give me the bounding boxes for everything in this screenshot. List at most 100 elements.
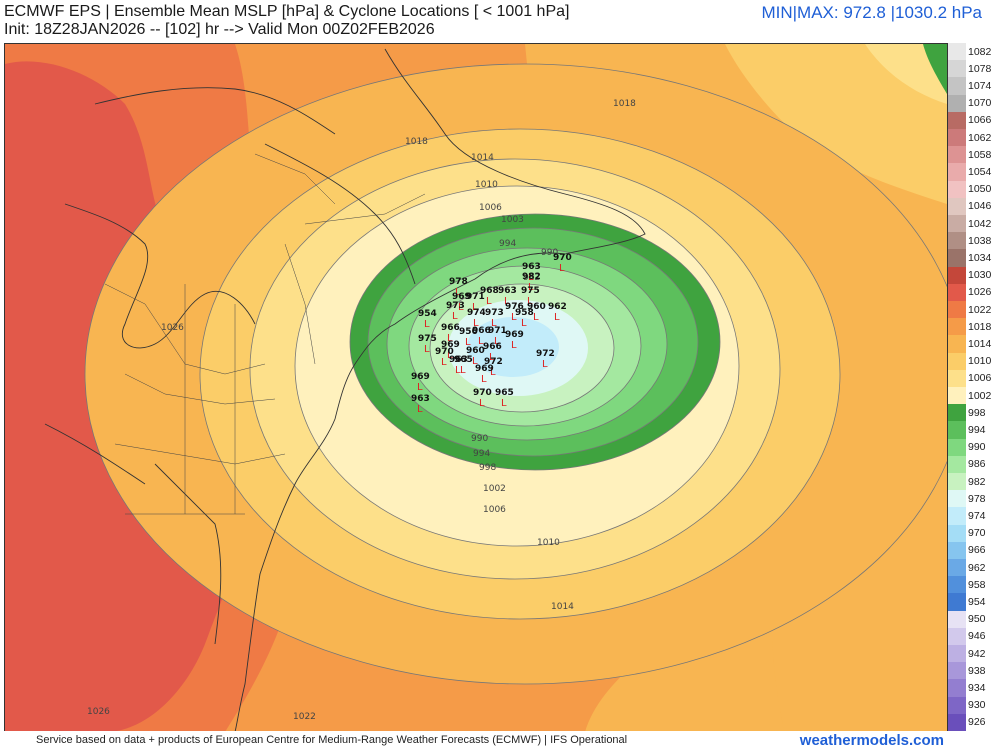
colorbar-label: 950 [968,613,986,626]
colorbar-swatch [948,146,966,164]
colorbar-label: 1018 [968,320,992,333]
low-center-marker: L [473,318,479,329]
colorbar-swatch [948,266,966,285]
brand-link[interactable]: weathermodels.com [799,732,944,749]
cyclone-pressure-label: 969 [452,292,471,302]
isobar-lines [84,63,947,685]
colorbar-swatch [948,593,966,612]
colorbar-swatch [948,713,966,732]
isobar-label: 1014 [551,602,574,612]
coastlines [44,48,646,732]
data-credit: Service based on data + products of Euro… [36,734,628,746]
colorbar-swatch [948,404,966,422]
cyclone-pressure-label: 976 [505,302,524,312]
colorbar-label: 982 [968,475,986,488]
pressure-colorbar: 1082 1078 1074 1070 1066 1062 1058 1054 1050 1046… [946,43,1000,732]
cyclone-pressure-label: 973 [485,308,504,318]
cyclone-pressure-label: 969 [411,372,430,382]
map-title: ECMWF EPS | Ensemble Mean MSLP [hPa] & C… [4,3,570,20]
cyclone-pressure-label: 978 [449,277,468,287]
colorbar-label: 986 [968,458,986,471]
colorbar-swatch [948,507,966,526]
colorbar-label: 978 [968,492,986,505]
colorbar-label: 1074 [968,80,992,92]
low-center-marker: L [460,365,466,376]
borders [104,153,426,515]
colorbar-swatch [948,180,966,199]
isobar-label: 994 [499,239,516,249]
low-center-marker: L [554,312,560,323]
colorbar-swatch [948,559,966,577]
cyclone-pressure-label: 982 [522,272,541,282]
low-center-marker: L [424,319,430,330]
cyclone-pressure-label: 966 [441,323,460,333]
low-center-marker: L [417,404,423,415]
colorbar-label: 1058 [968,148,992,161]
low-center-marker: L [452,311,458,322]
colorbar-label: 1082 [968,45,992,58]
cyclone-pressure-label: 963 [498,286,517,296]
colorbar-swatch [948,576,966,594]
colorbar-swatch [948,197,966,216]
colorbar-label: 974 [968,510,986,522]
colorbar-label: 1022 [968,303,992,316]
cyclone-pressure-label: 963 [411,394,430,404]
colorbar-swatch [948,490,966,508]
isobar-label: 1010 [475,180,498,190]
isobar-label: 1006 [479,203,502,213]
low-center-marker: L [472,302,478,313]
band-998-ne [923,44,947,94]
colorbar-label: 1042 [968,217,992,230]
colorbar-swatch [948,696,966,715]
isobar-label: 1006 [483,505,506,515]
colorbar-label: 938 [968,664,986,677]
low-center-marker: L [447,333,453,344]
cyclone-markers: 970L963L982L978L969L971L968L963L975L960L… [411,253,572,415]
colorbar-swatch [948,438,966,457]
colorbar-label: 930 [968,699,986,712]
colorbar-swatch [948,387,966,405]
colorbar-label: 990 [968,441,986,454]
low-center-marker: L [542,359,548,370]
isobar-label: 1003 [501,215,524,225]
low-center-marker: L [481,374,487,385]
isobar-974 [467,317,559,377]
isobar-label: 990 [471,434,488,444]
map-subtitle: Init: 18Z28JAN2026 -- [102] hr --> Valid… [4,21,435,38]
colorbar-label: 926 [968,716,986,729]
isobar-label: 990 [541,248,558,258]
colorbar-swatch [948,163,966,182]
band-1010-ne [725,44,947,204]
isobar-label: 1002 [483,484,506,494]
low-center-marker: L [472,356,478,367]
low-center-marker: L [465,337,471,348]
colorbar-label: 1014 [968,338,992,350]
cyclone-pressure-label: 960 [527,302,546,312]
pressure-map-canvas: 1018 1018 1014 1010 1006 1003 994 990 98… [5,44,947,732]
colorbar-swatch [948,662,966,680]
isobar-label: 1014 [471,153,494,163]
low-center-marker: L [559,263,565,274]
low-center-marker: L [441,357,447,368]
colorbar-label: 970 [968,527,986,540]
low-center-marker: L [458,302,464,313]
